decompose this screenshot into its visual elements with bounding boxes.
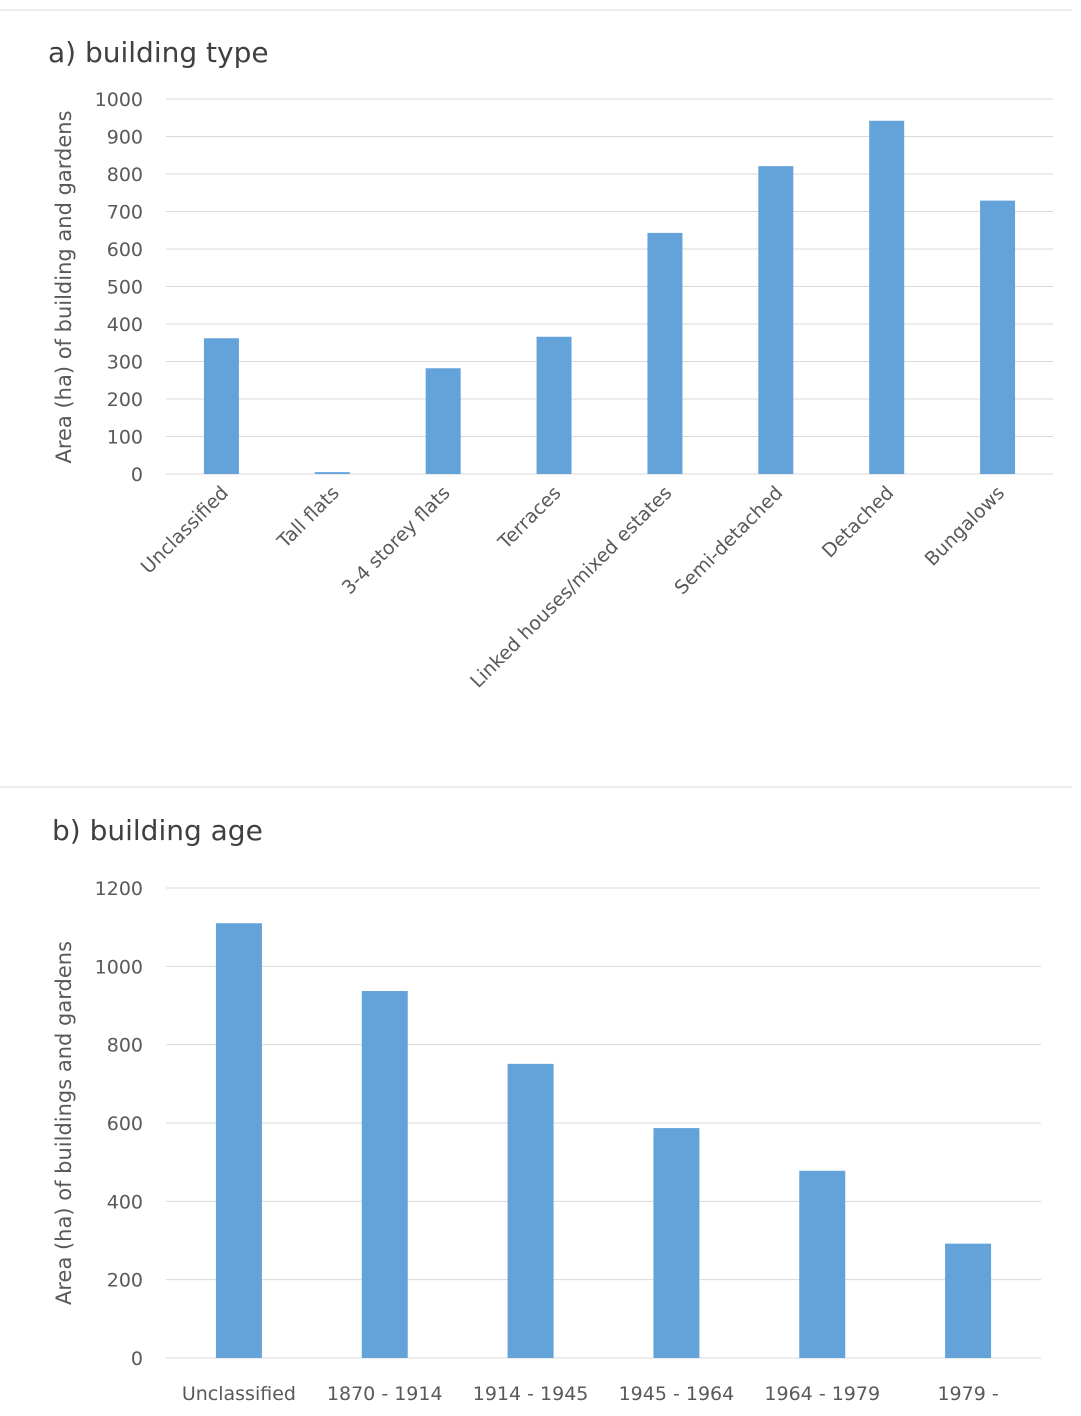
chart-building-type: a) building type Area (ha) of building a… — [48, 36, 1053, 692]
y-axis-label-building-type: Area (ha) of building and gardens — [52, 110, 76, 463]
y-tick-label-500: 500 — [107, 277, 143, 299]
x-tick-label-tall-flats: Tall flats — [273, 482, 344, 553]
x-tick-label-3-4-storey-flats: 3-4 storey flats — [338, 482, 455, 599]
bar-1945-1964 — [653, 1128, 700, 1358]
x-tick-label-1914-1945: 1914 - 1945 — [473, 1383, 589, 1405]
bar-bungalows — [980, 200, 1016, 474]
bar-unclassified — [215, 923, 262, 1358]
x-tick-label-detached: Detached — [818, 482, 898, 562]
y-tick-label-0: 0 — [131, 1348, 143, 1370]
bar-1914-1945 — [507, 1063, 554, 1358]
bar-tall-flats — [314, 472, 350, 474]
y-tick-label-300: 300 — [107, 352, 143, 374]
x-tick-label-unclassified: Unclassified — [137, 482, 233, 578]
y-tick-label-600: 600 — [107, 239, 143, 261]
y-tick-label-200: 200 — [107, 1270, 143, 1292]
chart-title-building-type: a) building type — [48, 36, 269, 69]
bar-unclassified — [203, 338, 239, 474]
x-tick-label-semi-detached: Semi-detached — [670, 482, 787, 599]
y-tick-label-400: 400 — [107, 314, 143, 336]
x-tick-label-1870-1914: 1870 - 1914 — [327, 1383, 443, 1405]
bar-1964-1979 — [799, 1170, 846, 1358]
bar-1870-1914 — [361, 991, 408, 1358]
y-tick-label-600: 600 — [107, 1113, 143, 1135]
y-tick-label-1000: 1000 — [95, 956, 143, 978]
x-tick-label-linked-houses-mixed-estates: Linked houses/mixed estates — [466, 482, 676, 692]
x-tick-label-bungalows: Bungalows — [921, 482, 1010, 571]
y-tick-label-0: 0 — [131, 464, 143, 486]
y-tick-label-800: 800 — [107, 164, 143, 186]
y-tick-label-900: 900 — [107, 127, 143, 149]
x-tick-label-unclassified: Unclassified — [182, 1383, 296, 1405]
y-tick-label-1200: 1200 — [95, 878, 143, 900]
bar-semi-detached — [758, 166, 794, 474]
y-tick-label-1000: 1000 — [95, 89, 143, 111]
bar-terraces — [536, 336, 572, 474]
chart-building-age: b) building age Area (ha) of buildings a… — [52, 814, 1041, 1405]
bar-3-4-storey-flats — [425, 368, 461, 474]
y-axis-label-building-age: Area (ha) of buildings and gardens — [52, 941, 76, 1305]
y-tick-label-400: 400 — [107, 1191, 143, 1213]
y-tick-label-200: 200 — [107, 389, 143, 411]
y-tick-label-700: 700 — [107, 202, 143, 224]
bar-1979 — [945, 1243, 992, 1358]
x-tick-label-1964-1979: 1964 - 1979 — [764, 1383, 880, 1405]
y-tick-label-800: 800 — [107, 1035, 143, 1057]
chart-title-building-age: b) building age — [52, 814, 263, 847]
x-tick-label-1979: 1979 - — [937, 1383, 998, 1405]
x-tick-label-1945-1964: 1945 - 1964 — [619, 1383, 735, 1405]
y-tick-label-100: 100 — [107, 427, 143, 449]
bar-detached — [869, 120, 905, 474]
bar-linked-houses-mixed-estates — [647, 232, 683, 474]
x-tick-label-terraces: Terraces — [493, 482, 565, 554]
